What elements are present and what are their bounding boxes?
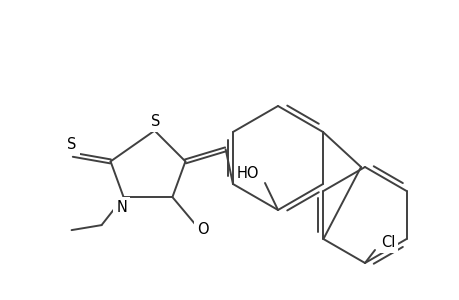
Text: O: O: [196, 222, 208, 237]
Text: N: N: [116, 200, 127, 214]
Text: S: S: [67, 137, 77, 152]
Text: Cl: Cl: [380, 236, 394, 250]
Text: HO: HO: [236, 166, 259, 181]
Text: S: S: [151, 114, 160, 129]
